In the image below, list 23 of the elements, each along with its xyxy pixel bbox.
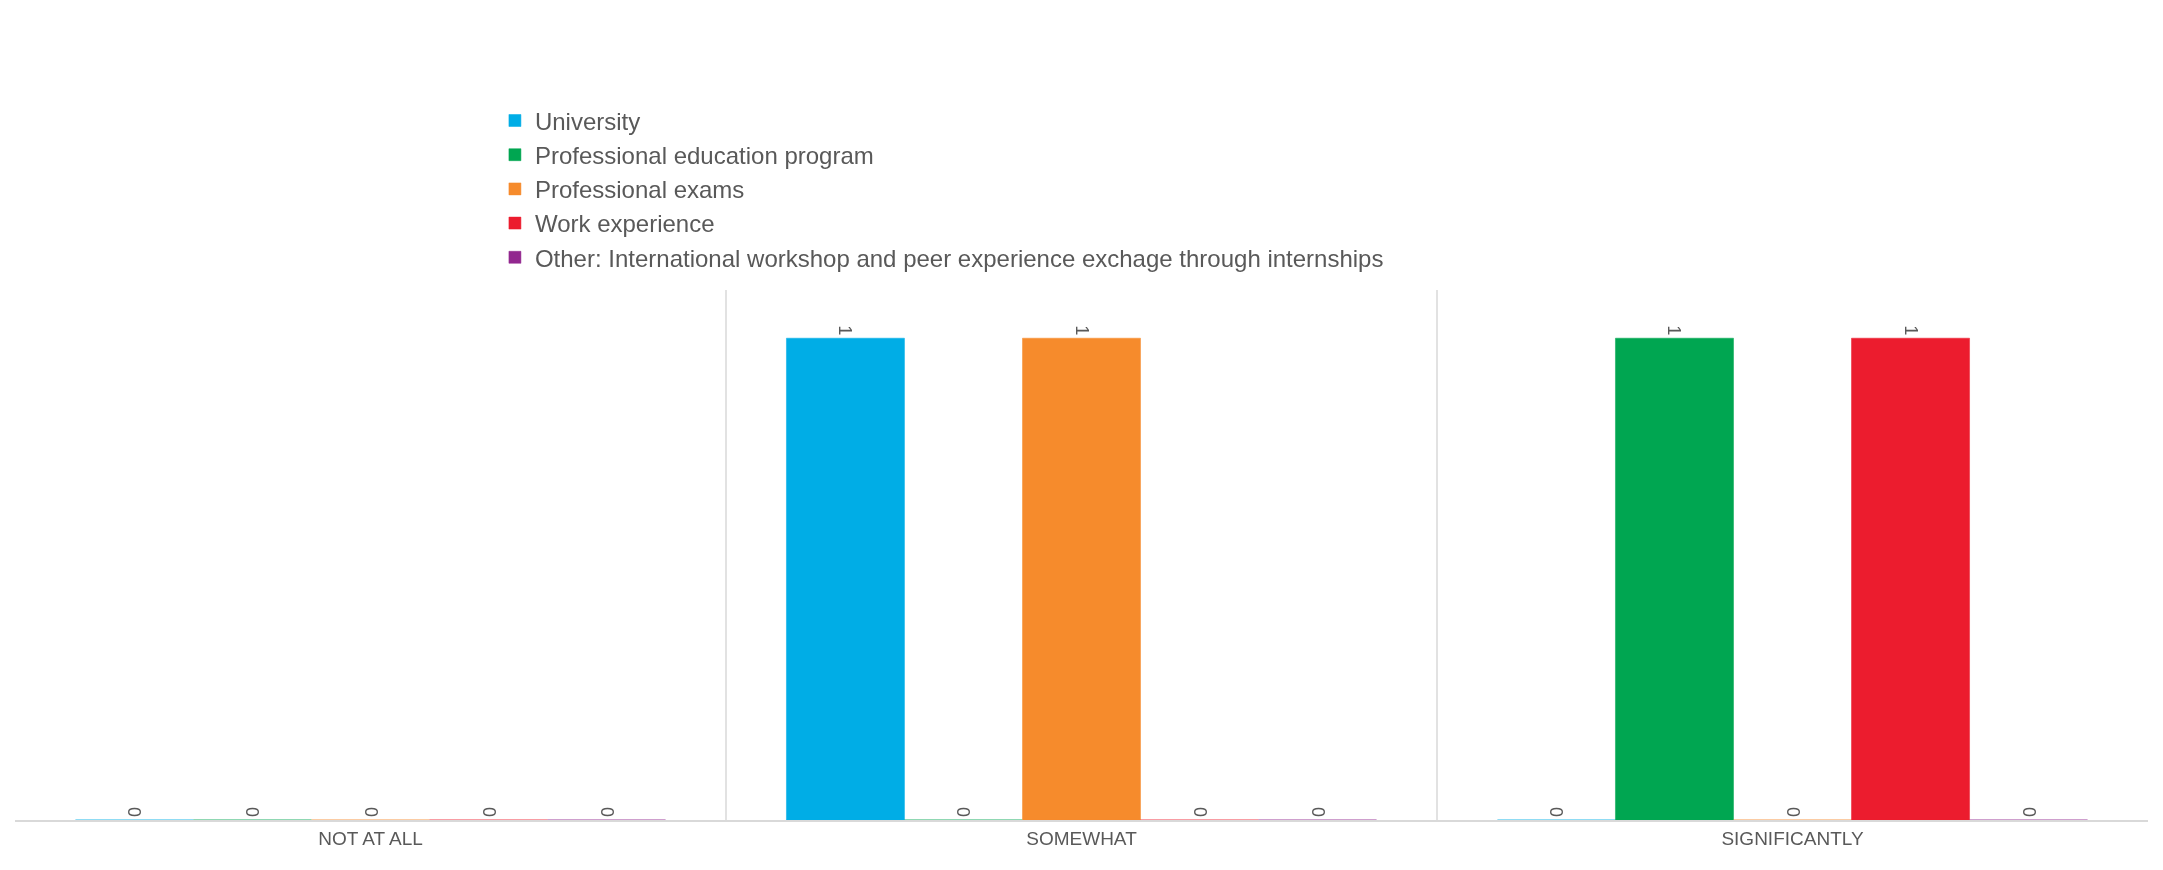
legend-label: Professional education program — [534, 142, 874, 170]
data-label: 0 — [124, 806, 145, 817]
x-tick-label: SOMEWHAT — [1026, 827, 1138, 849]
data-label: 0 — [953, 806, 974, 817]
data-label: 0 — [1782, 806, 1803, 817]
data-label: 0 — [596, 806, 617, 817]
data-label: 0 — [2018, 806, 2039, 817]
legend-label: Other: International workshop and peer experience exchage through internships — [534, 244, 1384, 272]
legend-label: University — [534, 107, 641, 135]
data-label: 0 — [1546, 806, 1567, 817]
legend-label: Work experience — [534, 210, 715, 238]
legend-label: Professional exams — [534, 176, 745, 204]
data-label: 1 — [1664, 325, 1685, 336]
data-label: 1 — [835, 325, 856, 336]
data-label: 0 — [360, 806, 381, 817]
data-label: 1 — [1900, 325, 1921, 336]
data-label: 1 — [1071, 325, 1092, 336]
x-tick-label: SIGNIFICANTLY — [1721, 827, 1864, 849]
data-label: 0 — [1307, 806, 1328, 817]
data-label: 0 — [1189, 806, 1210, 817]
x-tick-label: NOT AT ALL — [318, 827, 423, 849]
data-label: 0 — [478, 806, 499, 817]
data-label: 0 — [242, 806, 263, 817]
